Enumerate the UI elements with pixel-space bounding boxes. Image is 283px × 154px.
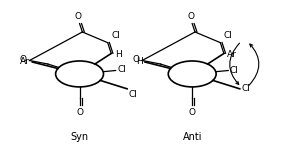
Circle shape [168, 61, 216, 87]
Text: O: O [76, 108, 83, 117]
Text: Cl: Cl [224, 31, 233, 40]
Text: Cl: Cl [117, 65, 126, 74]
Text: Ar: Ar [20, 57, 29, 66]
Text: Anti: Anti [183, 132, 202, 142]
Text: O: O [187, 12, 194, 21]
Text: O: O [189, 108, 196, 117]
Text: H: H [136, 57, 143, 66]
FancyArrowPatch shape [249, 44, 259, 85]
Text: Cl: Cl [241, 84, 250, 93]
Text: O: O [20, 55, 27, 64]
Text: Ar: Ar [227, 50, 237, 59]
Text: Syn: Syn [70, 132, 89, 142]
Text: O: O [75, 12, 82, 21]
Text: Cl: Cl [111, 31, 120, 40]
Text: Cl: Cl [128, 90, 137, 99]
FancyArrowPatch shape [230, 43, 239, 84]
Circle shape [55, 61, 104, 87]
Text: O: O [132, 55, 140, 64]
Text: H: H [115, 50, 122, 59]
Text: Cl: Cl [230, 66, 239, 75]
